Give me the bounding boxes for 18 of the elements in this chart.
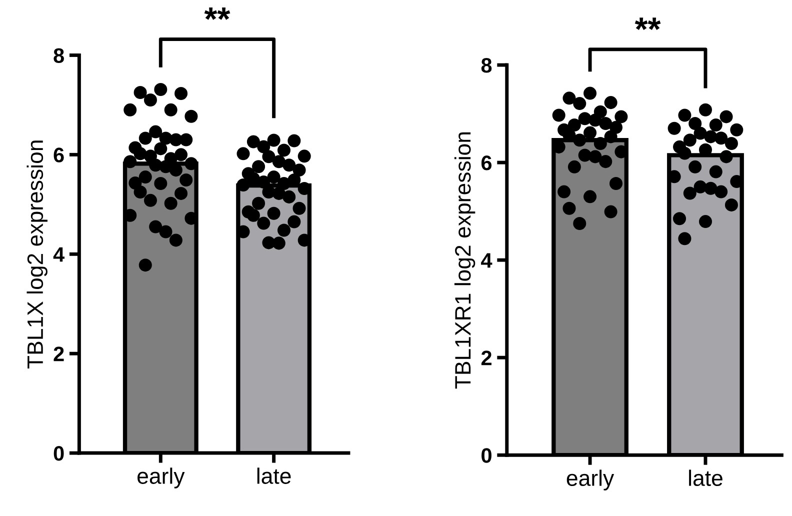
x-tick-label: early <box>566 470 614 490</box>
y-tick-label: 0 <box>54 446 64 461</box>
y-tick-label: 2 <box>54 346 64 362</box>
text: ** <box>204 7 230 20</box>
y-tick-label: 2 <box>481 350 492 366</box>
y-tick-label: 8 <box>54 48 64 63</box>
text: ** <box>634 18 661 30</box>
y-tick-label: 8 <box>481 58 492 73</box>
x-tick-label: late <box>689 470 722 486</box>
y-tick-label: 4 <box>53 247 65 262</box>
y-tick-label: 4 <box>481 253 492 268</box>
y-tick-label: 6 <box>481 156 492 170</box>
y-tick-label: 0 <box>482 448 492 463</box>
y-axis-title: TBL1XR1 log2 expression <box>454 132 476 389</box>
x-tick-label: late <box>257 468 291 484</box>
x-tick-label: early <box>138 468 185 488</box>
y-tick-label: 6 <box>54 148 64 162</box>
y-axis-title: TBL1X log2 expression <box>26 140 48 369</box>
